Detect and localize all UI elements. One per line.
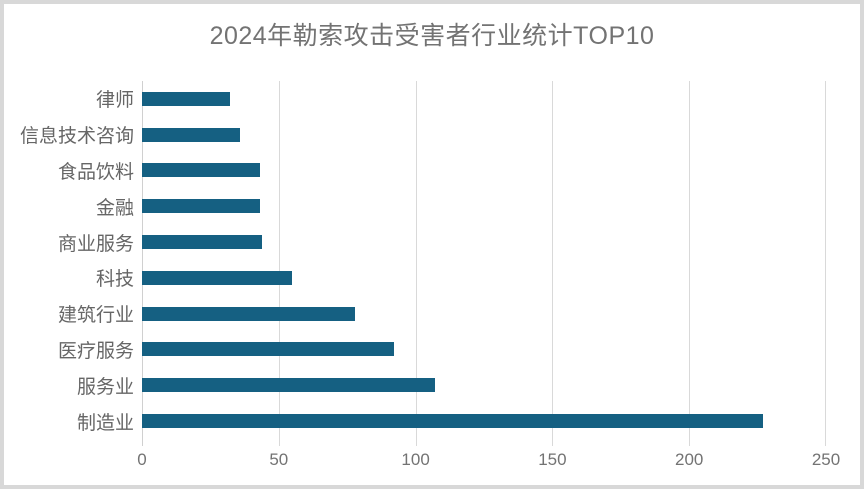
x-axis-tick [689, 439, 691, 446]
bar [142, 127, 241, 142]
gridline [552, 81, 554, 439]
x-axis-tick-label: 150 [538, 450, 567, 469]
bar-row [142, 367, 826, 403]
x-axis-tick [142, 439, 143, 446]
category-label: 商业服务 [57, 233, 134, 255]
bar [142, 306, 356, 321]
category-label: 建筑行业 [57, 305, 134, 327]
category-label: 金融 [95, 197, 134, 219]
bar-row [142, 332, 826, 368]
x-axis-tick [278, 439, 280, 446]
x-axis-tick-label: 50 [269, 450, 289, 469]
x-axis-tick-label: 200 [675, 450, 704, 469]
x-axis-tick-label: 0 [137, 450, 147, 469]
bar [142, 163, 260, 178]
category-label: 科技 [95, 269, 134, 291]
bar [142, 378, 435, 393]
y-axis-line [142, 81, 143, 439]
bar [142, 414, 764, 429]
gridline [825, 81, 826, 439]
bar-row [142, 403, 826, 439]
bar [142, 235, 263, 250]
gridline [278, 81, 280, 439]
bar-row [142, 117, 826, 153]
x-axis-tick-label: 100 [401, 450, 430, 469]
bar-row [142, 296, 826, 332]
category-label: 食品饮料 [57, 161, 134, 183]
gridline [689, 81, 691, 439]
bar-row [142, 260, 826, 296]
category-label: 医疗服务 [57, 340, 134, 362]
chart-title: 2024年勒索攻击受害者行业统计TOP10 [209, 22, 655, 50]
category-axis-labels: 律师信息技术咨询食品饮料金融商业服务科技建筑行业医疗服务服务业制造业 [6, 81, 134, 439]
category-label: 律师 [95, 90, 134, 112]
bar-row [142, 81, 826, 117]
x-axis-tick [825, 439, 826, 446]
x-axis-tick [552, 439, 554, 446]
category-label: 制造业 [76, 412, 134, 434]
bar-row [142, 188, 826, 224]
bar-row [142, 224, 826, 260]
category-label: 信息技术咨询 [19, 126, 134, 148]
plot-area [142, 81, 826, 446]
x-axis-tick [415, 439, 417, 446]
bar [142, 199, 260, 214]
bar [142, 342, 394, 357]
bar [142, 91, 230, 106]
gridline [415, 81, 417, 439]
bar-rows [142, 81, 826, 439]
bar-row [142, 153, 826, 189]
bar [142, 270, 293, 285]
x-axis-tick-label: 250 [811, 450, 841, 469]
category-label: 服务业 [76, 376, 134, 398]
